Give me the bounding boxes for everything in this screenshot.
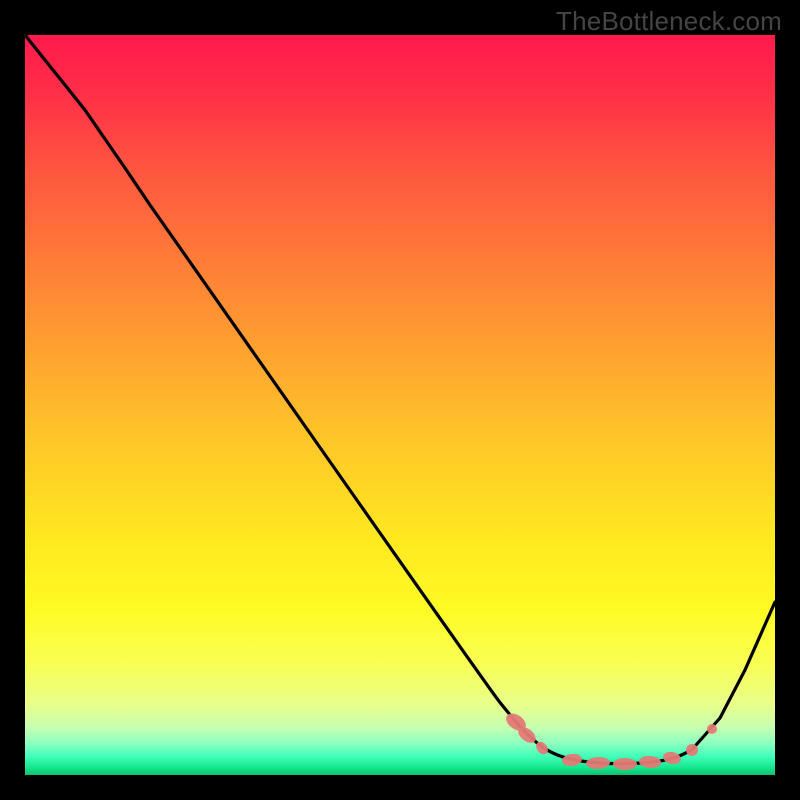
plot-area — [25, 35, 775, 775]
chart-svg — [0, 0, 800, 800]
valley-marker — [707, 724, 717, 734]
valley-marker — [613, 758, 637, 770]
watermark-label: TheBottleneck.com — [556, 6, 782, 37]
chart-root: TheBottleneck.com — [0, 0, 800, 800]
